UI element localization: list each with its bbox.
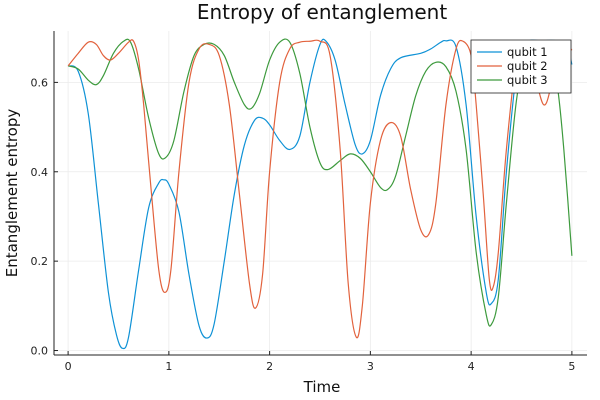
x-tick-label: 3: [367, 360, 374, 373]
x-tick-label: 2: [266, 360, 273, 373]
y-axis-title: Entanglement entropy: [3, 109, 21, 278]
legend-label: qubit 3: [507, 73, 548, 87]
x-tick-label: 4: [468, 360, 475, 373]
series-lines: [67, 38, 573, 350]
x-tick-label: 1: [165, 360, 172, 373]
series-line-qubit-2: [67, 39, 573, 339]
chart-title: Entropy of entanglement: [197, 0, 447, 24]
series-line-qubit-3: [67, 38, 573, 327]
y-tick-label: 0.2: [31, 255, 49, 268]
series-line-qubit-1: [67, 38, 573, 350]
axes: [53, 31, 587, 356]
ticks: 0 1 2 3 4 5 0.0 0.2 0.4 0.6: [31, 76, 576, 373]
legend-label: qubit 2: [507, 59, 548, 73]
y-tick-label: 0.6: [31, 76, 49, 89]
y-tick-label: 0.4: [31, 166, 49, 179]
y-tick-label: 0.0: [31, 345, 49, 358]
x-tick-label: 0: [65, 360, 72, 373]
legend-label: qubit 1: [507, 45, 548, 59]
x-tick-label: 5: [568, 360, 575, 373]
x-axis-title: Time: [303, 378, 341, 396]
